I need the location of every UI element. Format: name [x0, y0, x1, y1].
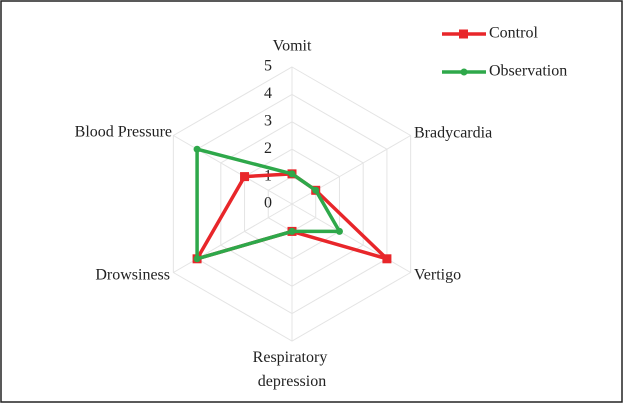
marker — [193, 255, 201, 263]
marker — [288, 170, 296, 178]
marker — [288, 227, 296, 235]
axis-label: Drowsiness — [95, 267, 170, 284]
r-tick-label: 2 — [264, 140, 272, 157]
axis-label: Vertigo — [414, 267, 461, 284]
marker — [193, 145, 201, 153]
marker — [335, 227, 343, 235]
r-tick-label: 3 — [264, 112, 272, 129]
r-tick-label: 5 — [264, 58, 272, 75]
r-tick-label: 0 — [264, 195, 272, 212]
spoke — [173, 135, 293, 205]
legend-marker — [459, 29, 468, 39]
legend-label: Control — [489, 25, 538, 42]
legend-marker — [460, 68, 468, 76]
marker — [240, 172, 250, 182]
axis-label: Bradycardia — [414, 125, 492, 142]
axis-label: Blood Pressure — [75, 124, 172, 141]
axis-label-line: depression — [258, 373, 326, 390]
marker — [382, 254, 392, 264]
r-tick-label: 4 — [264, 85, 272, 102]
axis-label: Respiratory depression — [253, 349, 332, 390]
axis-label: Vomit — [273, 38, 312, 55]
axis-label-line: Respiratory — [253, 349, 332, 366]
legend-label: Observation — [489, 63, 567, 80]
marker — [312, 186, 320, 194]
